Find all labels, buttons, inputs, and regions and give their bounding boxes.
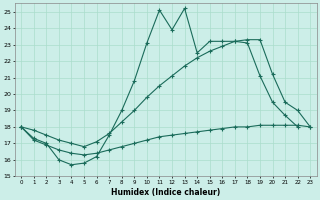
X-axis label: Humidex (Indice chaleur): Humidex (Indice chaleur) bbox=[111, 188, 220, 197]
